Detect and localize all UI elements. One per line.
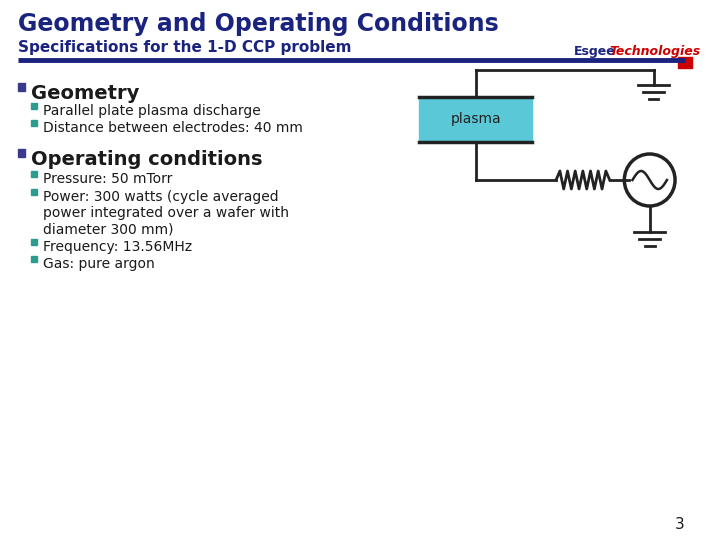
Text: Geometry: Geometry xyxy=(31,84,140,103)
Text: Operating conditions: Operating conditions xyxy=(31,150,263,169)
Bar xyxy=(17,83,25,91)
Text: Pressure: 50 mTorr: Pressure: 50 mTorr xyxy=(43,172,172,186)
Text: Esgee: Esgee xyxy=(574,45,616,58)
Text: Gas: pure argon: Gas: pure argon xyxy=(43,257,155,271)
Bar xyxy=(31,120,37,126)
Text: Distance between electrodes: 40 mm: Distance between electrodes: 40 mm xyxy=(43,121,303,135)
Text: Technologies: Technologies xyxy=(610,45,701,58)
Bar xyxy=(31,239,37,245)
Bar xyxy=(678,57,692,68)
Text: Frequency: 13.56MHz: Frequency: 13.56MHz xyxy=(43,240,192,254)
Bar xyxy=(31,189,37,195)
Bar xyxy=(31,256,37,262)
Text: 3: 3 xyxy=(675,517,685,532)
Bar xyxy=(420,97,531,142)
Bar xyxy=(17,149,25,157)
Bar xyxy=(31,171,37,177)
Text: Parallel plate plasma discharge: Parallel plate plasma discharge xyxy=(43,104,261,118)
Text: Power: 300 watts (cycle averaged
power integrated over a wafer with
diameter 300: Power: 300 watts (cycle averaged power i… xyxy=(43,190,289,237)
Text: Specifications for the 1-D CCP problem: Specifications for the 1-D CCP problem xyxy=(17,40,351,55)
Text: plasma: plasma xyxy=(450,112,501,126)
Text: Geometry and Operating Conditions: Geometry and Operating Conditions xyxy=(17,12,498,36)
Bar xyxy=(31,103,37,109)
